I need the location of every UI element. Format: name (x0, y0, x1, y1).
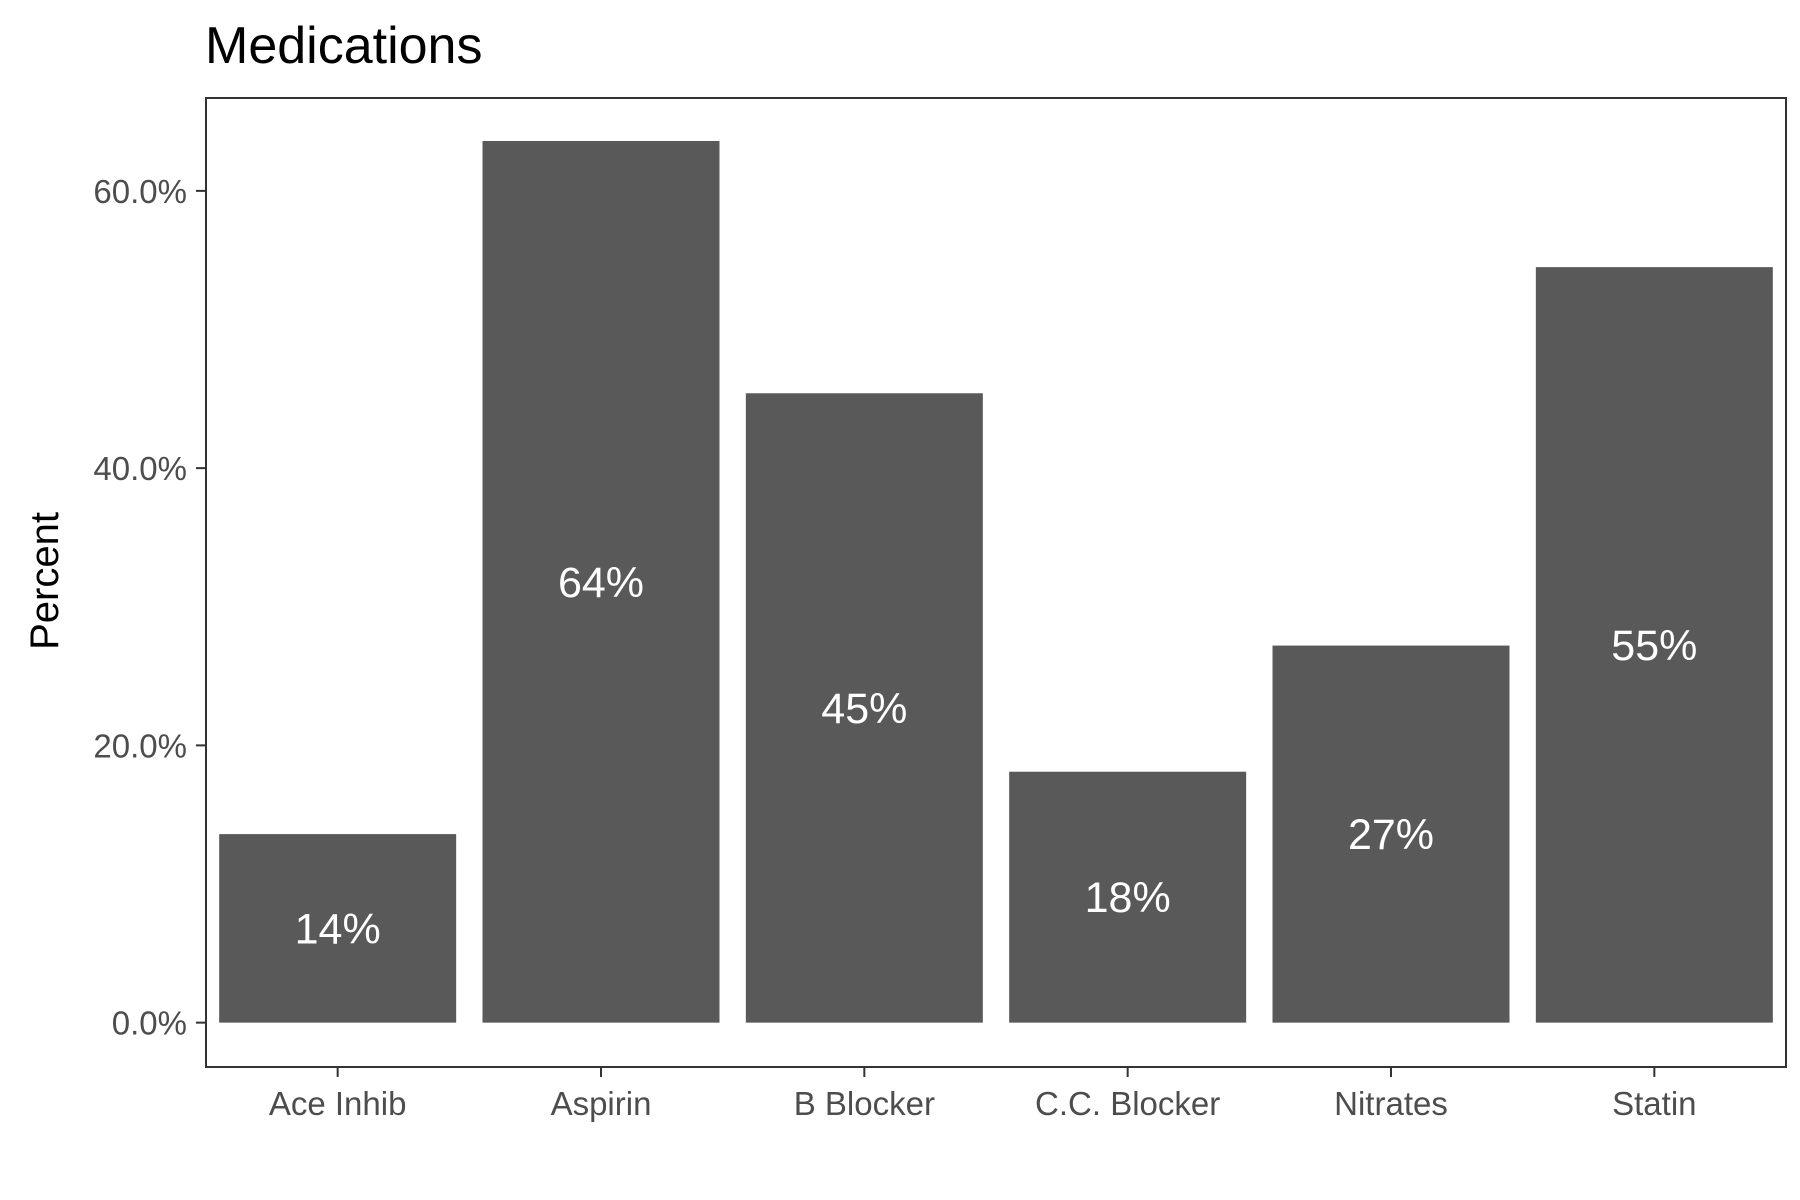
plot-area (205, 97, 1787, 1068)
bar (482, 140, 720, 1023)
x-tick-label: Nitrates (1334, 1085, 1448, 1122)
plot-border (205, 97, 1787, 1068)
bar (1009, 771, 1247, 1023)
bars (219, 140, 1773, 1023)
chart-title: Medications (205, 17, 482, 75)
bar-value-label: 27% (1348, 811, 1434, 859)
y-axis-label: Percent (23, 512, 67, 650)
x-tick-label: Statin (1612, 1085, 1696, 1122)
x-tick-label: B Blocker (794, 1085, 935, 1122)
y-tick-label: 60.0% (93, 173, 187, 210)
x-tick-label: Aspirin (551, 1085, 652, 1122)
x-tick-label: C.C. Blocker (1035, 1085, 1220, 1122)
bar-labels: 14% 64% 45% 18% 27% 55% (295, 559, 1698, 954)
bar (1535, 267, 1773, 1023)
bar (1272, 645, 1510, 1023)
bar-value-label: 55% (1611, 622, 1697, 670)
y-axis: 0.0% 20.0% 40.0% 60.0% (93, 173, 206, 1042)
y-tick-label: 0.0% (112, 1005, 187, 1042)
bar (745, 393, 983, 1023)
bar-value-label: 18% (1085, 874, 1171, 922)
bar-value-label: 45% (821, 685, 907, 733)
bar-value-label: 14% (295, 905, 381, 953)
bar-value-label: 64% (558, 559, 644, 607)
bar (219, 834, 457, 1023)
y-tick-label: 40.0% (93, 450, 187, 487)
x-tick-label: Ace Inhib (269, 1085, 407, 1122)
x-axis: Ace Inhib Aspirin B Blocker C.C. Blocker Nit… (269, 1067, 1697, 1122)
y-tick-label: 20.0% (93, 727, 187, 764)
